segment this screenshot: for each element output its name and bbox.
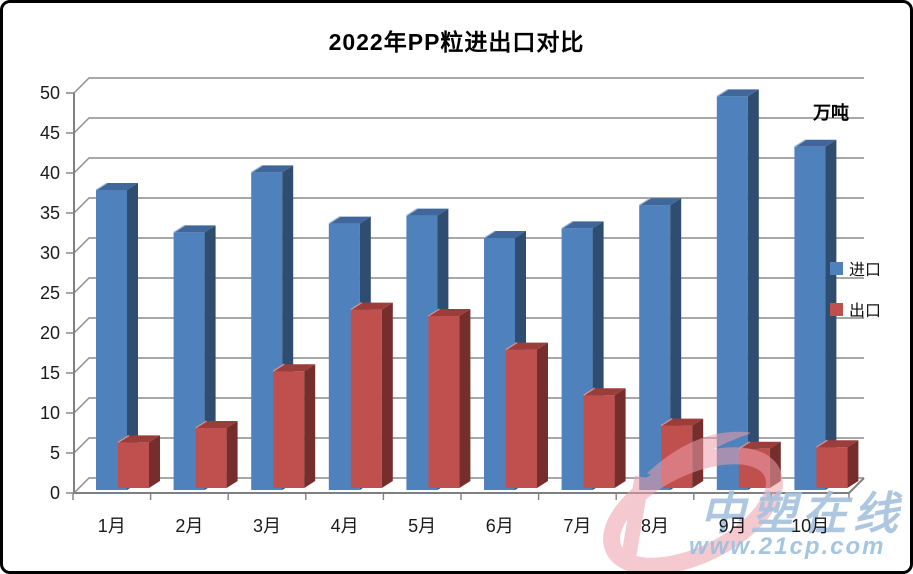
legend-label-exports: 出口: [849, 303, 882, 320]
svg-text:5: 5: [50, 443, 60, 463]
svg-text:45: 45: [40, 123, 60, 143]
svg-text:30: 30: [40, 243, 60, 263]
svg-text:0: 0: [50, 483, 60, 503]
svg-text:20: 20: [40, 323, 60, 343]
axis-unit-label: 万吨: [813, 103, 849, 123]
svg-text:25: 25: [40, 283, 60, 303]
legend: 进口 出口: [830, 256, 881, 338]
svg-text:35: 35: [40, 203, 60, 223]
exports-swatch-icon: [830, 302, 843, 316]
svg-text:40: 40: [40, 163, 60, 183]
bar-chart-3d: 0 5 10 15 20 25 30 35 40 45 50: [40, 77, 865, 503]
svg-text:15: 15: [40, 363, 60, 383]
svg-text:50: 50: [40, 83, 60, 103]
legend-item-exports: 出口: [830, 297, 881, 321]
legend-item-imports: 进口: [830, 256, 881, 280]
chart-title: 2022年PP粒进出口对比: [328, 29, 585, 55]
imports-swatch-icon: [830, 261, 843, 275]
legend-label-imports: 进口: [849, 262, 882, 279]
svg-text:10: 10: [40, 403, 60, 423]
